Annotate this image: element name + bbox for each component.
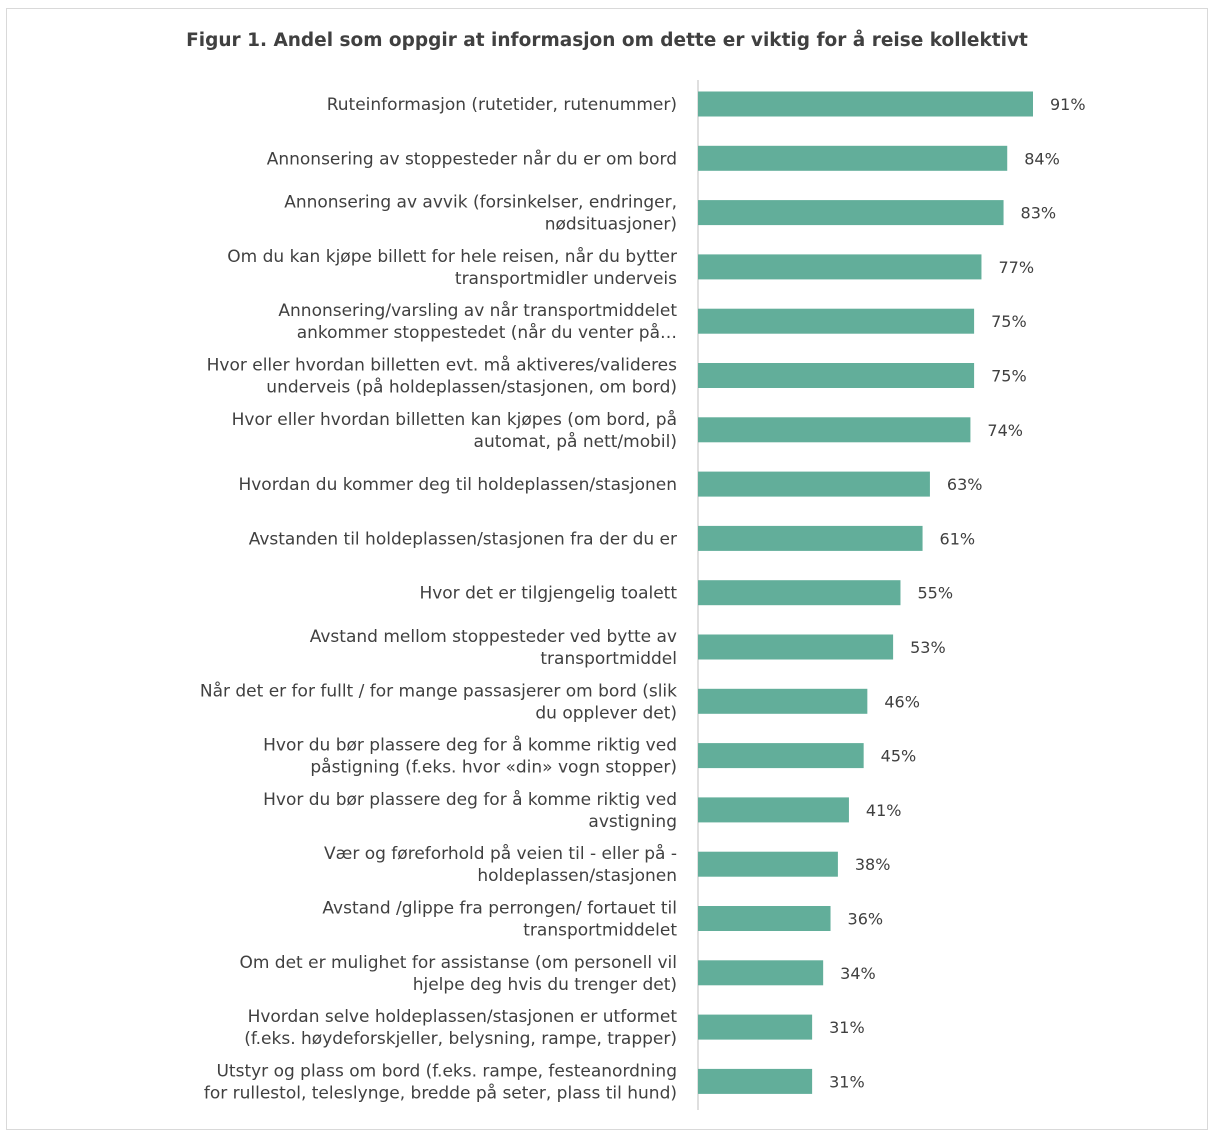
- data-label: 46%: [884, 692, 920, 711]
- category-label: Hvor du bør plassere deg for å komme rik…: [263, 789, 677, 832]
- chart-title: Figur 1. Andel som oppgir at informasjon…: [186, 30, 1028, 51]
- data-label: 61%: [940, 529, 976, 548]
- bar: [698, 200, 1004, 226]
- data-label: 45%: [881, 747, 917, 766]
- category-label: Vær og føreforhold på veien til - eller …: [324, 843, 677, 886]
- data-label: 53%: [910, 638, 946, 657]
- data-label: 31%: [829, 1018, 865, 1037]
- category-label: Hvor eller hvordan billetten kan kjøpes …: [232, 409, 677, 452]
- category-label: Avstand mellom stoppesteder ved bytte av…: [310, 627, 677, 669]
- category-label: Annonsering av stoppesteder når du er om…: [267, 148, 677, 169]
- data-label: 75%: [991, 312, 1027, 331]
- bar: [698, 906, 831, 931]
- category-label: Annonsering/varsling av når transportmid…: [278, 300, 677, 343]
- bar: [698, 308, 975, 334]
- category-label: Om du kan kjøpe billett for hele reisen,…: [227, 246, 677, 289]
- category-label: Hvor det er tilgjengelig toalett: [419, 584, 677, 604]
- bar: [698, 363, 975, 388]
- chart-frame: [6, 8, 1208, 1130]
- category-label: Utstyr og plass om bord (f.eks. rampe, f…: [204, 1061, 677, 1103]
- category-label: Ruteinformasjon (rutetider, rutenummer): [327, 95, 677, 115]
- bar: [698, 634, 894, 660]
- category-label: Hvor eller hvordan billetten evt. må akt…: [207, 355, 678, 398]
- data-label: 34%: [840, 964, 876, 983]
- data-label: 77%: [998, 258, 1034, 277]
- category-label: Annonsering av avvik (forsinkelser, endr…: [284, 193, 677, 235]
- bar: [698, 471, 930, 497]
- data-label: 83%: [1021, 204, 1057, 223]
- bar: [698, 525, 923, 551]
- data-label: 41%: [866, 801, 902, 820]
- bar: [698, 688, 868, 714]
- category-label: Når det er for fullt / for mange passasj…: [200, 680, 677, 723]
- data-label: 55%: [917, 584, 953, 603]
- data-label: 36%: [848, 910, 884, 929]
- data-label: 63%: [947, 475, 983, 494]
- category-label: Om det er mulighet for assistanse (om pe…: [239, 953, 677, 995]
- bar: [698, 1068, 813, 1094]
- bar: [698, 1014, 813, 1040]
- category-label: Hvor du bør plassere deg for å komme rik…: [263, 735, 677, 778]
- data-label: 74%: [987, 421, 1023, 440]
- category-label: Hvordan du kommer deg til holdeplassen/s…: [238, 475, 677, 495]
- data-label: 84%: [1024, 149, 1060, 168]
- data-label: 31%: [829, 1072, 865, 1091]
- bar: [698, 743, 864, 769]
- bar: [698, 580, 901, 606]
- category-label: Avstanden til holdeplassen/stasjonen fra…: [249, 529, 677, 549]
- bar: [698, 145, 1008, 171]
- data-label: 91%: [1050, 95, 1086, 114]
- bar: [698, 417, 971, 443]
- category-label: Hvordan selve holdeplassen/stasjonen er …: [244, 1007, 677, 1049]
- bar: [698, 851, 838, 877]
- category-label: Avstand /glippe fra perrongen/ fortauet …: [322, 899, 677, 941]
- data-label: 75%: [991, 367, 1027, 386]
- bar: [698, 254, 982, 280]
- bar: [698, 91, 1033, 117]
- bar: [698, 960, 824, 986]
- bar: [698, 797, 849, 823]
- data-label: 38%: [855, 855, 891, 874]
